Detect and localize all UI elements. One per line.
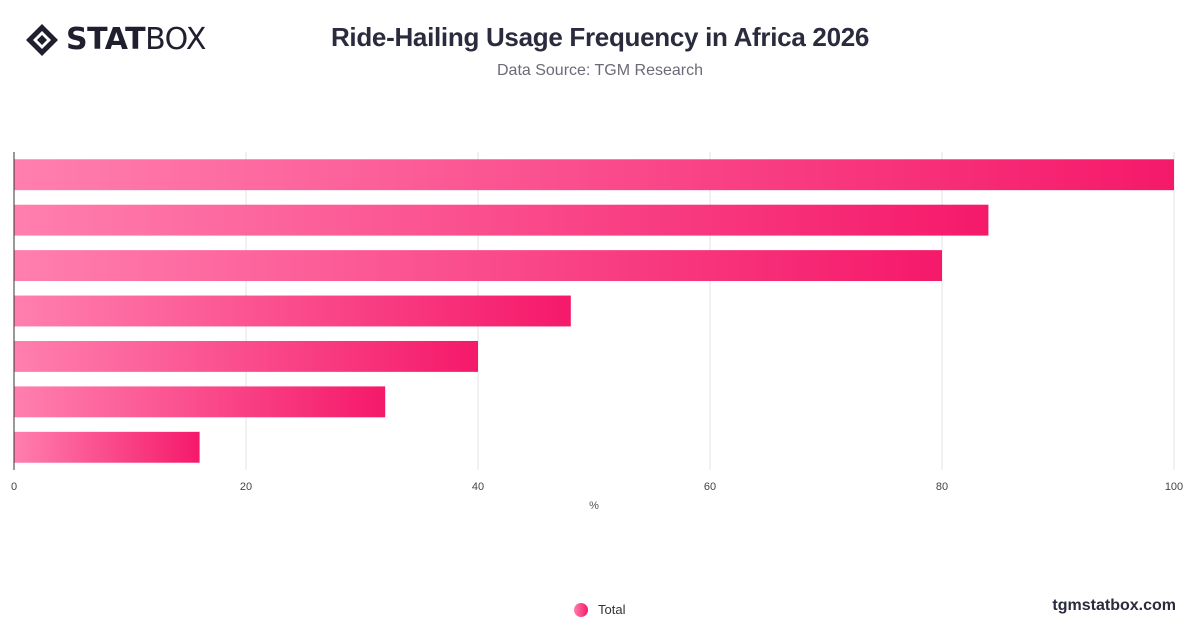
x-tick-label: 20 — [240, 481, 252, 493]
x-tick-label: 0 — [11, 481, 17, 493]
bar[interactable] — [14, 431, 200, 463]
logo-wordmark-light: BOX — [145, 22, 206, 57]
chart-title: Ride-Hailing Usage Frequency in Africa 2… — [330, 22, 870, 52]
chart-subtitle: Data Source: TGM Research — [496, 62, 703, 79]
logo-wordmark-bold: STAT — [66, 22, 146, 57]
x-axis-label: % — [589, 500, 599, 512]
legend-label-total: Total — [598, 602, 626, 617]
x-tick-label: 80 — [936, 481, 948, 493]
brand-url[interactable]: tgmstatbox.com — [1052, 597, 1176, 614]
statbox-logo: STATBOX — [24, 20, 206, 60]
diamond-logo-icon — [26, 24, 58, 56]
x-tick-label: 60 — [704, 481, 716, 493]
bar[interactable] — [14, 159, 1174, 191]
x-tick-label: 100 — [1165, 481, 1183, 493]
bar[interactable] — [14, 386, 386, 418]
legend[interactable]: Total — [574, 602, 625, 617]
logo-wordmark: STATBOX — [66, 20, 206, 60]
bar[interactable] — [14, 204, 989, 236]
axes: 0 20 40 60 80 100 — [11, 152, 1183, 493]
bar[interactable] — [14, 295, 571, 327]
bars — [14, 159, 1174, 463]
bar[interactable] — [14, 340, 478, 372]
bar[interactable] — [14, 250, 942, 282]
legend-swatch-total — [574, 602, 588, 617]
x-tick-label: 40 — [472, 481, 484, 493]
